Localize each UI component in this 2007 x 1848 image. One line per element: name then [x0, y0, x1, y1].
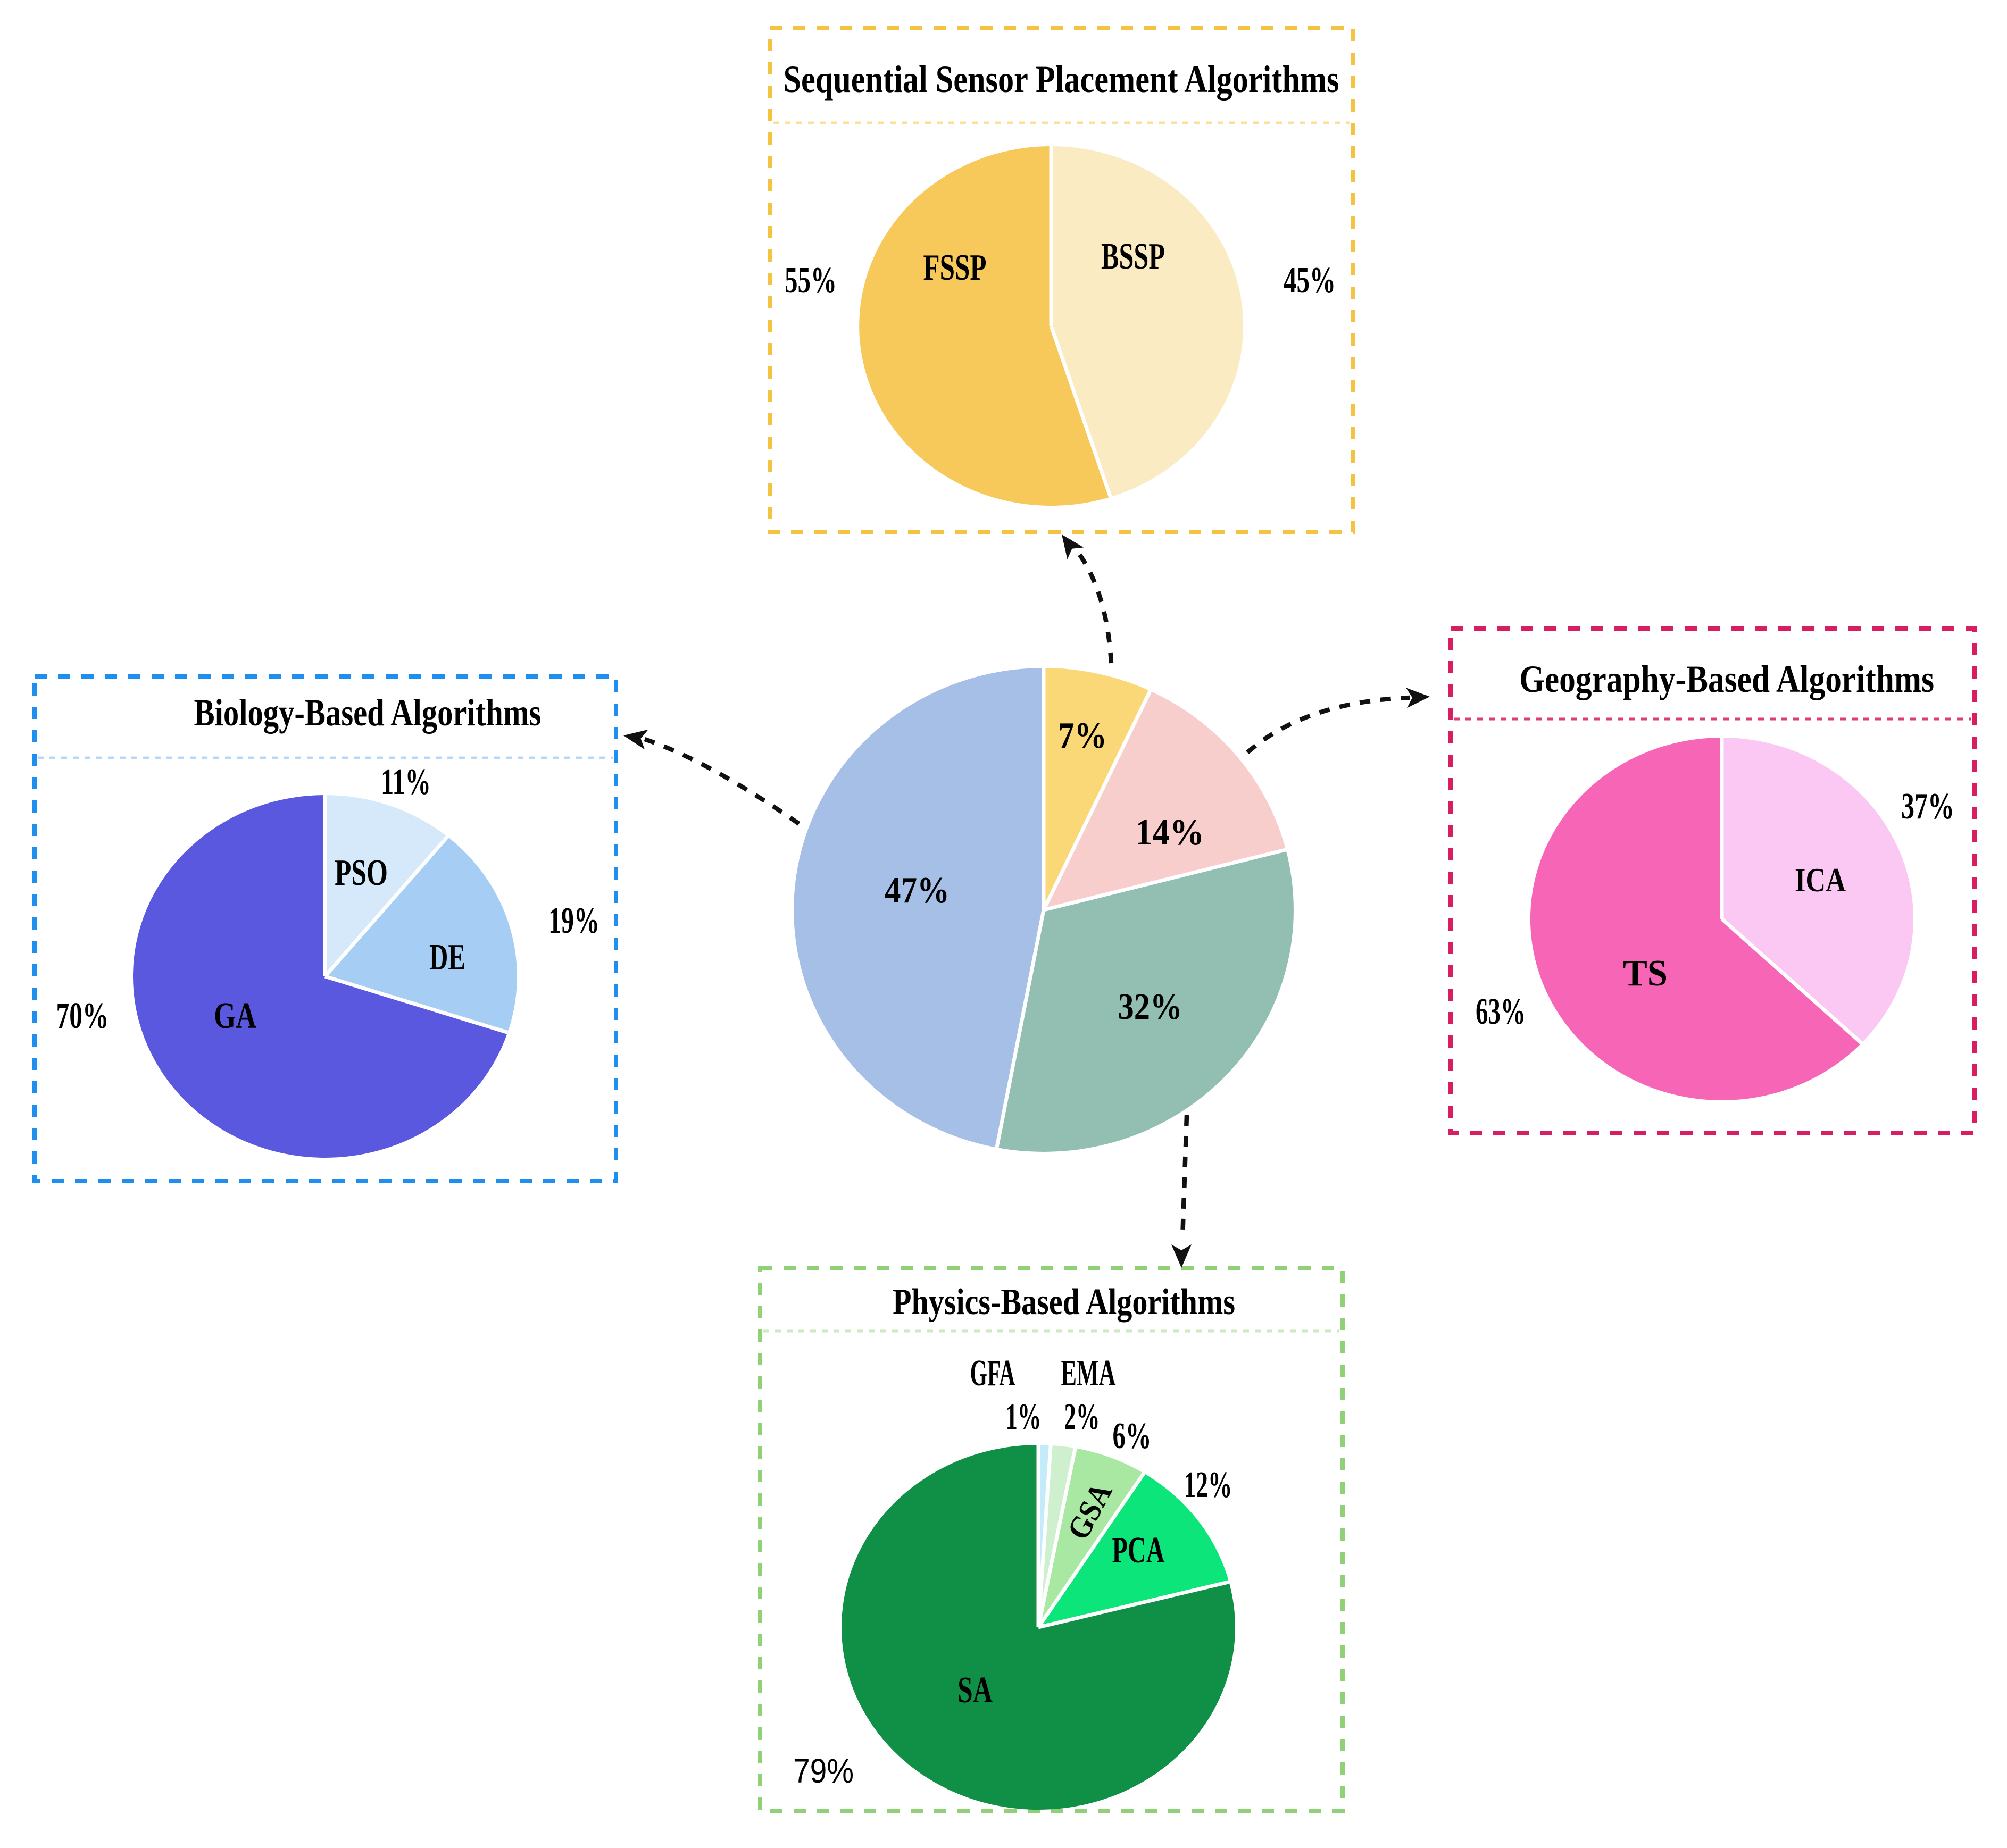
svg-text:11%: 11% — [381, 762, 431, 802]
svg-text:7%: 7% — [1058, 715, 1107, 756]
svg-text:BSSP: BSSP — [1101, 236, 1165, 277]
svg-text:1%: 1% — [1006, 1397, 1042, 1437]
svg-text:37%: 37% — [1901, 786, 1954, 827]
svg-text:6%: 6% — [1113, 1416, 1152, 1457]
svg-text:PSO: PSO — [335, 852, 388, 893]
svg-text:47%: 47% — [885, 870, 950, 911]
svg-text:19%: 19% — [548, 900, 599, 941]
svg-text:GFA: GFA — [970, 1353, 1015, 1394]
svg-text:FSSP: FSSP — [923, 247, 987, 288]
svg-text:Geography-Based Algorithms: Geography-Based Algorithms — [1519, 658, 1934, 700]
svg-text:45%: 45% — [1284, 260, 1336, 301]
svg-text:Physics-Based Algorithms: Physics-Based Algorithms — [893, 1282, 1235, 1323]
svg-text:79%: 79% — [793, 1752, 854, 1790]
svg-text:Sequential Sensor Placement Al: Sequential Sensor Placement Algorithms — [784, 58, 1339, 101]
svg-text:63%: 63% — [1476, 991, 1526, 1032]
svg-text:14%: 14% — [1135, 812, 1204, 853]
svg-text:2%: 2% — [1064, 1397, 1100, 1437]
svg-text:SA: SA — [957, 1670, 993, 1711]
svg-text:ICA: ICA — [1795, 861, 1846, 899]
svg-text:TS: TS — [1623, 953, 1668, 994]
svg-text:70%: 70% — [56, 996, 109, 1036]
svg-text:EMA: EMA — [1061, 1353, 1116, 1394]
svg-text:GA: GA — [214, 996, 256, 1036]
svg-text:55%: 55% — [785, 260, 837, 301]
svg-text:Biology-Based Algorithms: Biology-Based Algorithms — [194, 691, 542, 734]
svg-text:12%: 12% — [1184, 1465, 1232, 1506]
svg-text:PCA: PCA — [1112, 1530, 1165, 1571]
svg-text:DE: DE — [429, 937, 465, 978]
svg-text:32%: 32% — [1118, 986, 1182, 1027]
